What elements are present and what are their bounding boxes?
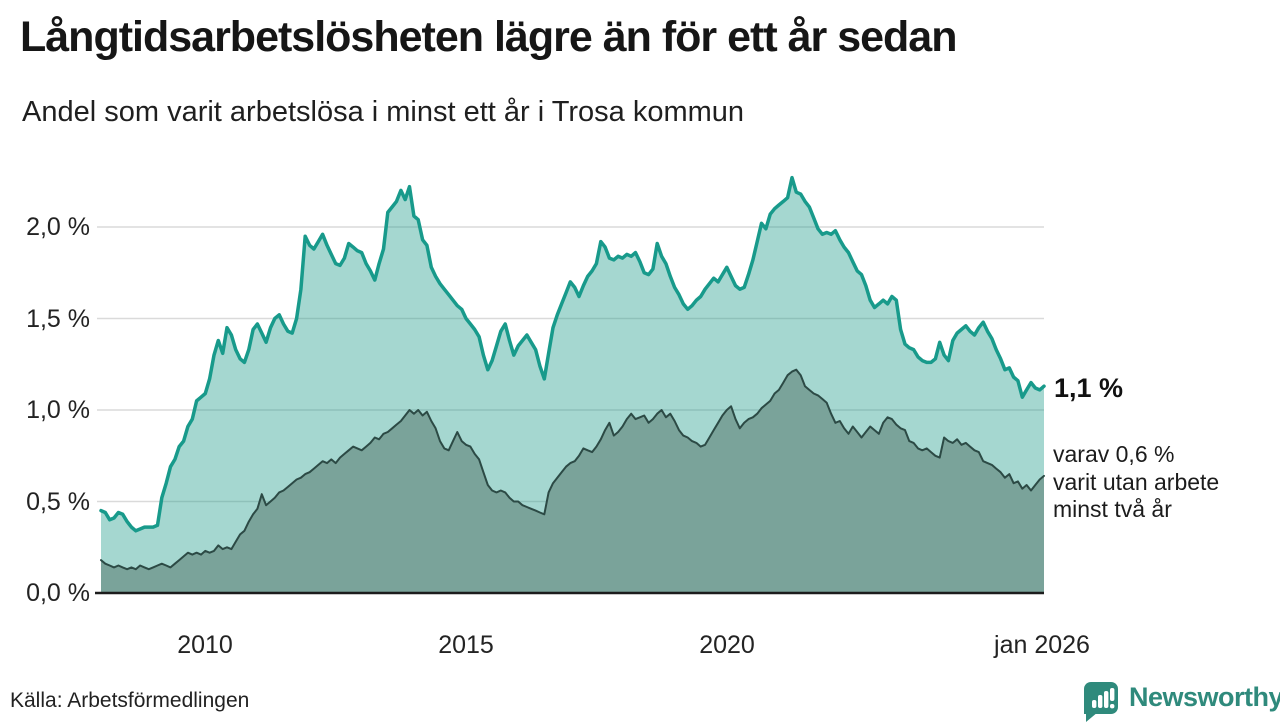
- y-axis-tick-label: 1,0 %: [26, 396, 90, 424]
- value-label-secondary-line2: varit utan arbete: [1053, 468, 1220, 495]
- y-axis-tick-label: 1,5 %: [26, 304, 90, 333]
- x-axis-tick-label: 2010: [177, 631, 233, 659]
- newsworthy-brand-text: Newsworthy: [1129, 682, 1280, 712]
- y-axis-tick-label: 0,0 %: [26, 579, 90, 607]
- page-title: Långtidsarbetslösheten lägre än för ett …: [20, 13, 957, 61]
- source-note: Källa: Arbetsförmedlingen: [10, 689, 250, 712]
- y-axis-tick-label: 0,5 %: [26, 487, 90, 516]
- page-subtitle: Andel som varit arbetslösa i minst ett å…: [22, 96, 745, 128]
- x-axis-tick-label: jan 2026: [994, 631, 1090, 659]
- series-line-0: [99, 175, 1046, 533]
- x-axis-tick-label: 2020: [699, 631, 755, 659]
- value-label-secondary: varav 0,6 % varit utan arbete minst två …: [1053, 441, 1219, 524]
- value-label-latest: 1,1 %: [1054, 373, 1124, 403]
- value-label-secondary-line3: minst två år: [1053, 496, 1172, 522]
- x-axis-tick-label: 2015: [438, 631, 494, 659]
- newsworthy-logo: Newsworthy: [1084, 680, 1280, 723]
- series-fill-1: [101, 369, 1044, 593]
- y-axis-tick-label: 2,0 %: [26, 213, 90, 241]
- newsworthy-speech-bubble-bar-chart-icon: [1084, 680, 1120, 723]
- value-label-secondary-line1: varav 0,6 %: [1053, 441, 1175, 467]
- series-line-1: [100, 368, 1045, 571]
